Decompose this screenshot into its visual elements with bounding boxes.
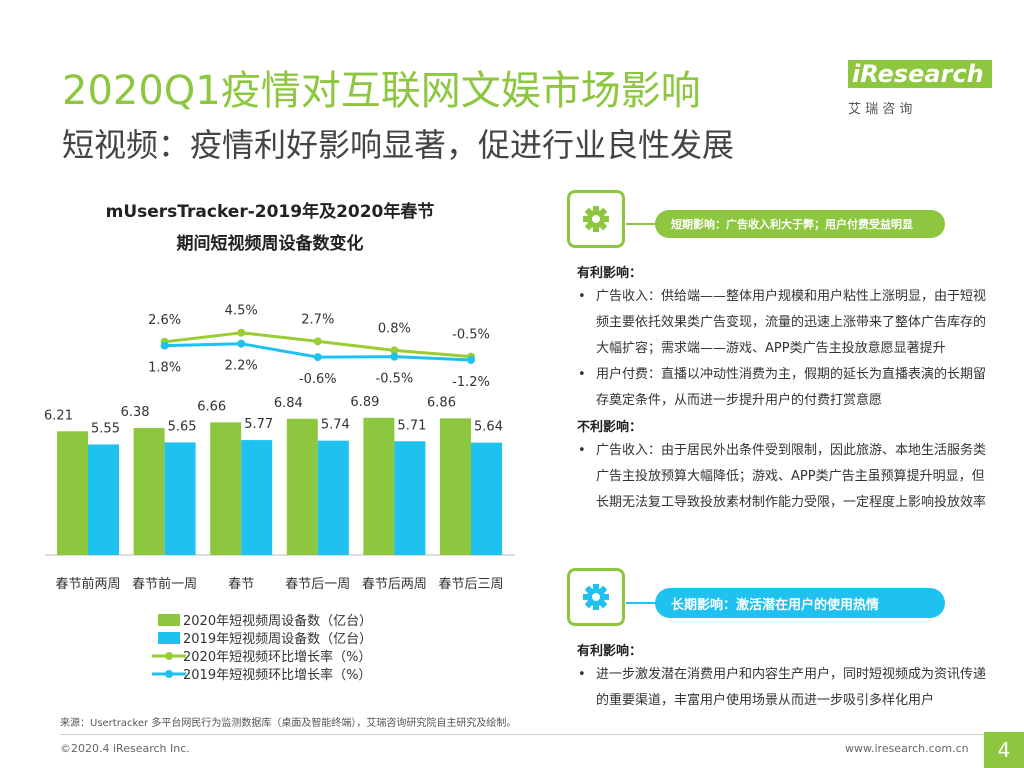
footer-url: www.iresearch.com.cn xyxy=(845,742,969,755)
x-tick-label: 春节后三周 xyxy=(438,577,503,592)
bullet-item: 用户付费：直播以冲动性消费为主，假期的延长为直播表演的长期留存奠定条件，从而进一… xyxy=(578,362,988,414)
connector xyxy=(626,602,656,604)
bar-value-label: 6.84 xyxy=(274,396,303,411)
bar-value-label: 6.21 xyxy=(44,408,73,423)
line-value-label: -0.6% xyxy=(299,372,337,387)
source-note: 来源：Usertracker 多平台网民行为监测数据库（桌面及智能终端），艾瑞咨… xyxy=(60,718,517,729)
bar-value-label: 6.66 xyxy=(197,399,226,414)
line-point xyxy=(237,339,246,348)
bullet-item: 广告收入：由于居民外出条件受到限制，因此旅游、本地生活服务类广告主投放预算大幅降… xyxy=(578,438,988,516)
line-point xyxy=(313,353,322,362)
bar xyxy=(363,417,395,555)
bar xyxy=(133,427,165,555)
legend-swatch xyxy=(158,614,180,626)
line-point xyxy=(313,337,322,346)
legend-swatch xyxy=(165,670,173,678)
logo-tagline: 艾 瑞 咨 询 xyxy=(848,102,913,117)
bar xyxy=(210,422,242,555)
bar-value-label: 6.89 xyxy=(350,395,379,410)
bar-value-label: 5.64 xyxy=(474,420,503,435)
bar-value-label: 5.71 xyxy=(397,418,426,433)
x-tick-label: 春节前两周 xyxy=(55,576,120,592)
slide-subtitle: 短视频：疫情利好影响显著，促进行业良性发展 xyxy=(62,126,735,164)
bar-value-label: 5.55 xyxy=(91,421,120,436)
bar xyxy=(394,441,426,555)
slide-title: 2020Q1疫情对互联网文娱市场影响 xyxy=(62,68,701,114)
section-title: 不利影响： xyxy=(577,420,643,435)
icon-box xyxy=(567,190,625,248)
connector xyxy=(626,223,656,225)
page-number: 4 xyxy=(984,732,1024,768)
line-point xyxy=(237,328,246,337)
bar-value-label: 5.65 xyxy=(168,419,197,434)
bar-value-label: 6.86 xyxy=(427,395,456,410)
x-tick-label: 春节后一周 xyxy=(285,577,350,592)
line-value-label: 2.2% xyxy=(225,359,258,374)
bullet-item: 广告收入：供给端——整体用户规模和用户粘性上涨明显，由于短视频主要依托效果类广告… xyxy=(578,284,988,362)
icon-box xyxy=(567,568,625,626)
x-tick-label: 春节前一周 xyxy=(132,576,197,592)
section-title: 有利影响： xyxy=(577,644,643,659)
bar xyxy=(57,431,88,555)
bar xyxy=(88,444,119,555)
chart: mUsersTracker-2019年及2020年春节 期间短视频周设备数变化 … xyxy=(44,201,515,683)
chart-title: mUsersTracker-2019年及2020年春节 xyxy=(106,201,435,222)
legend-label: 2019年短视频环比增长率（%） xyxy=(183,667,371,683)
bar-value-label: 5.74 xyxy=(321,418,350,433)
copyright: ©2020.4 iResearch Inc. xyxy=(60,742,190,755)
legend-label: 2020年短视频周设备数（亿台） xyxy=(183,613,372,629)
line-value-label: -1.2% xyxy=(452,375,490,390)
line-point xyxy=(160,341,169,350)
line-value-label: 2.7% xyxy=(301,312,334,327)
line-point xyxy=(467,355,475,364)
chart-title: 期间短视频周设备数变化 xyxy=(177,233,364,254)
bar xyxy=(440,418,471,555)
line-point xyxy=(390,352,399,361)
bar xyxy=(317,440,349,555)
logo: iResearch xyxy=(848,60,992,88)
bar xyxy=(164,442,196,555)
line-value-label: 2.6% xyxy=(148,313,181,328)
x-tick-label: 春节 xyxy=(228,577,254,592)
bar xyxy=(471,442,502,555)
line-value-label: 1.8% xyxy=(148,361,181,376)
bar xyxy=(241,440,273,555)
legend-label: 2020年短视频环比增长率（%） xyxy=(183,649,371,665)
footer-rule xyxy=(60,734,1000,735)
panel-heading: 短期影响：广告收入利大于弊；用户付费受益明显 xyxy=(655,210,945,238)
legend-swatch xyxy=(158,632,180,644)
legend-label: 2019年短视频周设备数（亿台） xyxy=(183,631,372,647)
line-point xyxy=(390,346,399,355)
bar xyxy=(286,418,318,555)
line-value-label: -0.5% xyxy=(452,328,490,343)
line-value-label: -0.5% xyxy=(376,372,414,387)
section-title: 有利影响： xyxy=(577,266,643,281)
line-value-label: 4.5% xyxy=(225,304,258,319)
bullet-item: 进一步激发潜在消费用户和内容生产用户，同时短视频成为资讯传递的重要渠道，丰富用户… xyxy=(578,662,988,714)
bar-value-label: 6.38 xyxy=(121,405,150,420)
panel-heading: 长期影响：激活潜在用户的使用热情 xyxy=(655,588,945,618)
line-value-label: 0.8% xyxy=(378,321,411,336)
x-tick-label: 春节后两周 xyxy=(362,577,427,592)
bar-value-label: 5.77 xyxy=(244,417,273,432)
legend-swatch xyxy=(165,652,173,660)
